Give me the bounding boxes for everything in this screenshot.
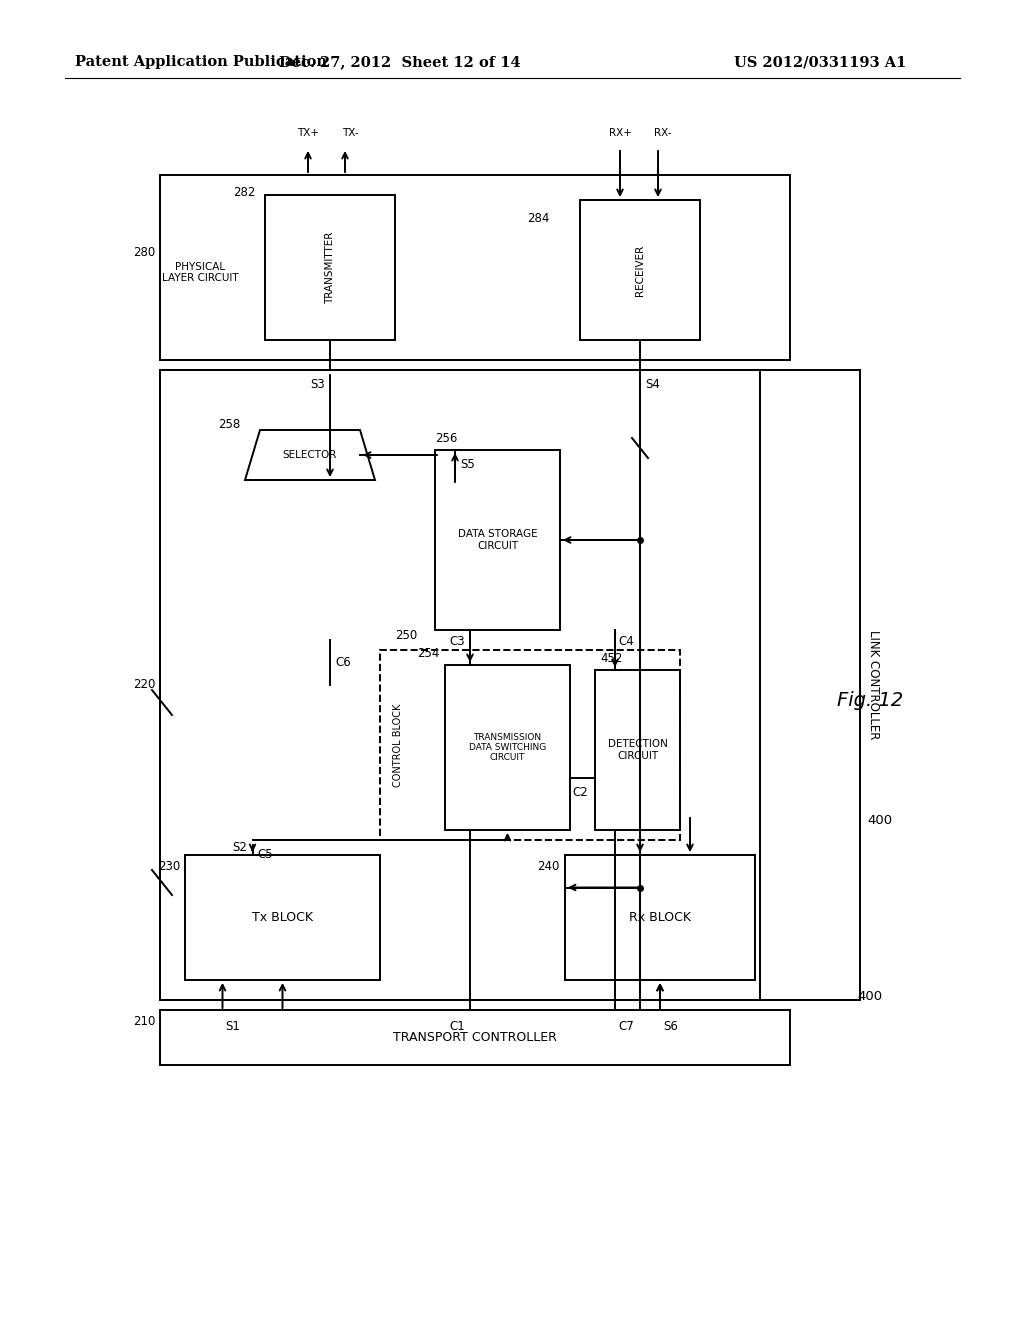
Text: S3: S3 <box>310 378 325 391</box>
Text: 220: 220 <box>133 678 155 692</box>
Text: S2: S2 <box>232 841 248 854</box>
Text: 280: 280 <box>133 246 155 259</box>
Text: DETECTION
CIRCUIT: DETECTION CIRCUIT <box>607 739 668 760</box>
Text: S6: S6 <box>663 1020 678 1034</box>
Text: 400: 400 <box>857 990 883 1003</box>
Text: 284: 284 <box>527 211 550 224</box>
Text: US 2012/0331193 A1: US 2012/0331193 A1 <box>734 55 906 69</box>
Text: Patent Application Publication: Patent Application Publication <box>75 55 327 69</box>
Text: S1: S1 <box>225 1020 241 1034</box>
Text: S4: S4 <box>645 378 659 391</box>
Text: C7: C7 <box>618 1020 634 1034</box>
Text: C3: C3 <box>450 635 465 648</box>
Text: Rx BLOCK: Rx BLOCK <box>629 911 691 924</box>
Bar <box>565 855 755 979</box>
Text: TRANSMISSION
DATA SWITCHING
CIRCUIT: TRANSMISSION DATA SWITCHING CIRCUIT <box>469 733 546 763</box>
Text: Dec. 27, 2012  Sheet 12 of 14: Dec. 27, 2012 Sheet 12 of 14 <box>280 55 521 69</box>
Bar <box>595 671 680 830</box>
Text: LINK CONTROLLER: LINK CONTROLLER <box>867 631 881 739</box>
Text: RX+: RX+ <box>608 128 632 139</box>
Text: S5: S5 <box>460 458 475 471</box>
Text: 400: 400 <box>867 813 893 826</box>
Bar <box>160 176 790 360</box>
Text: 256: 256 <box>435 432 458 445</box>
Text: 258: 258 <box>218 418 240 432</box>
Text: RX-: RX- <box>654 128 672 139</box>
Text: TRANSPORT CONTROLLER: TRANSPORT CONTROLLER <box>393 1031 557 1044</box>
Text: PHYSICAL
LAYER CIRCUIT: PHYSICAL LAYER CIRCUIT <box>162 261 239 284</box>
Text: Tx BLOCK: Tx BLOCK <box>252 911 313 924</box>
Text: 282: 282 <box>232 186 255 199</box>
Bar <box>580 201 700 341</box>
Text: RECEIVER: RECEIVER <box>635 244 645 296</box>
Bar <box>160 1010 790 1065</box>
Text: 210: 210 <box>133 1015 155 1028</box>
Text: TX-: TX- <box>342 128 358 139</box>
Text: TRANSMITTER: TRANSMITTER <box>325 231 335 304</box>
Text: SELECTOR: SELECTOR <box>283 450 337 459</box>
Bar <box>160 370 760 1001</box>
Text: 452: 452 <box>600 652 623 665</box>
Text: C2: C2 <box>572 785 588 799</box>
Bar <box>445 665 570 830</box>
Bar <box>185 855 380 979</box>
Text: 250: 250 <box>395 630 417 642</box>
Text: Fig. 12: Fig. 12 <box>837 690 903 710</box>
Bar <box>380 649 680 840</box>
Text: C6: C6 <box>335 656 351 669</box>
Text: 230: 230 <box>158 861 180 873</box>
Bar <box>160 370 860 1001</box>
Text: 240: 240 <box>538 861 560 873</box>
Text: DATA STORAGE
CIRCUIT: DATA STORAGE CIRCUIT <box>458 529 538 550</box>
Text: C1: C1 <box>450 1020 465 1034</box>
Bar <box>265 195 395 341</box>
Text: TX+: TX+ <box>297 128 319 139</box>
Text: CONTROL BLOCK: CONTROL BLOCK <box>393 704 403 787</box>
Text: 254: 254 <box>418 647 440 660</box>
Bar <box>435 450 560 630</box>
Text: C4: C4 <box>618 635 634 648</box>
Text: C5: C5 <box>257 847 273 861</box>
